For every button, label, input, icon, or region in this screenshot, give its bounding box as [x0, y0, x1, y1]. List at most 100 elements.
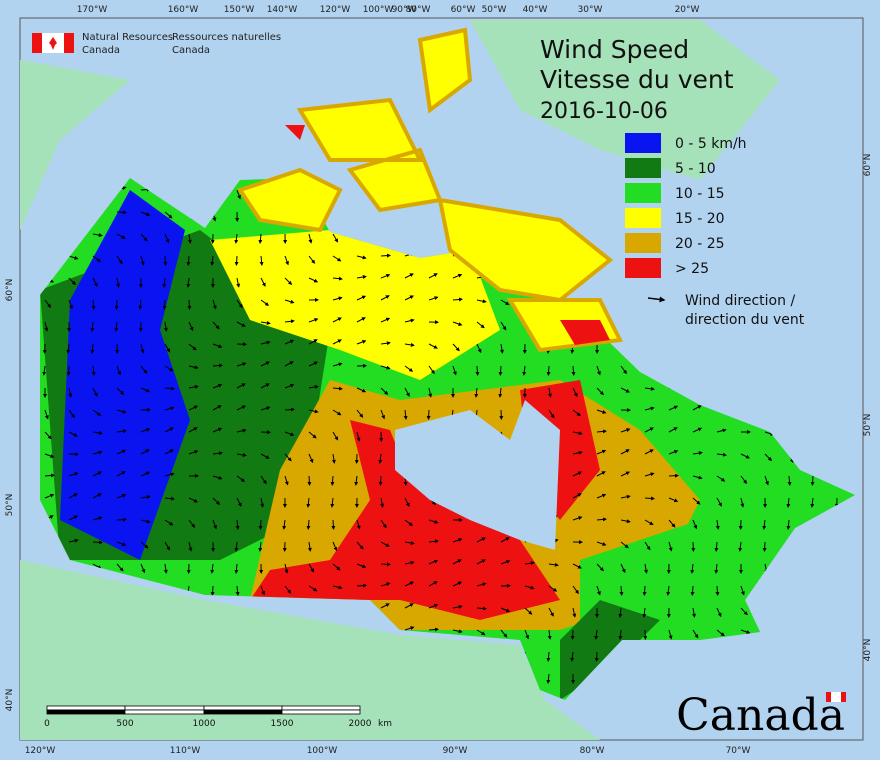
wind-arrow [356, 387, 367, 393]
wind-arrow [668, 519, 676, 528]
wind-arrow [572, 516, 583, 521]
wind-arrow [596, 449, 607, 455]
wind-arrow [234, 541, 239, 552]
wind-arrow [380, 519, 387, 529]
wind-arrow [596, 365, 601, 376]
wind-arrow [596, 585, 601, 596]
graticule-label: 50°N [863, 414, 873, 437]
wind-arrow [476, 629, 486, 636]
wind-arrow [164, 406, 175, 411]
wind-arrow [618, 629, 623, 640]
wind-arrow [572, 431, 583, 436]
wind-arrow [740, 453, 751, 459]
wind-arrow [140, 495, 151, 499]
wind-arrow [380, 295, 390, 301]
graticule-label: 170°W [77, 5, 108, 15]
wind-arrow [140, 387, 151, 393]
wind-arrow [188, 497, 199, 503]
wind-arrow [258, 541, 263, 552]
graticule-label: 50°W [482, 5, 507, 15]
wind-arrow [92, 387, 98, 397]
wind-arrow [90, 321, 95, 332]
wind-arrow [620, 563, 626, 574]
wind-arrow [164, 427, 174, 433]
wind-arrow [548, 607, 554, 617]
wind-arrow [668, 541, 673, 552]
arctic-high-wind [285, 125, 610, 345]
wind-arrow [332, 409, 342, 416]
wind-arrow [330, 497, 335, 508]
title-fr: Vitesse du vent [540, 65, 734, 94]
wind-arrow [140, 211, 151, 217]
wind-arrow [188, 405, 199, 411]
scale-segment [124, 709, 205, 715]
wind-arrow [260, 361, 270, 367]
wind-arrow [428, 273, 438, 279]
graticule-label: 90°W [392, 5, 417, 15]
wind-arrow [428, 627, 439, 632]
wind-arrow [692, 475, 703, 480]
wind-arrow [476, 582, 487, 587]
wind-arrow [284, 339, 295, 345]
wind-arrow [620, 471, 631, 477]
wind-arrow [138, 299, 143, 310]
wind-arrow [308, 277, 319, 283]
wind-arrow [92, 255, 101, 263]
wind-arrow [164, 541, 171, 551]
graticule-label: 90°W [443, 746, 468, 756]
wind-arrow [618, 607, 623, 618]
wind-arrow [452, 273, 463, 279]
wind-arrow [524, 629, 530, 640]
wind-arrow [92, 277, 98, 287]
wind-arrow [210, 585, 215, 596]
wind-arrow [68, 299, 73, 310]
wind-arrow [498, 365, 503, 376]
graticule-label: 120°W [320, 5, 351, 15]
wind-arrow [92, 430, 103, 435]
wind-arrow [522, 365, 527, 376]
wind-arrow [140, 365, 148, 374]
wind-arrow [260, 475, 267, 485]
wind-arrow [644, 472, 655, 477]
wind-arrow [44, 431, 52, 440]
flag-band [841, 692, 846, 702]
graticule-label: 60°W [451, 5, 476, 15]
wind-arrow [212, 427, 223, 433]
wind-arrow [500, 299, 510, 306]
wind-arrow [714, 541, 719, 552]
wind-arrow [308, 361, 319, 367]
wind-arrow [140, 449, 150, 455]
wind-arrow [596, 471, 606, 477]
wind-arrow [212, 451, 223, 456]
wind-arrow [715, 519, 720, 530]
wind-arrow [308, 339, 318, 345]
wind-arrow [716, 607, 722, 618]
wind-arrow [306, 497, 311, 508]
wind-arrow [546, 651, 551, 662]
graticule-label: 60°N [863, 154, 873, 177]
wind-arrow [500, 629, 508, 638]
wind-arrow [260, 321, 271, 325]
scale-unit: km [378, 719, 392, 729]
zone [580, 480, 855, 640]
wind-arrow [428, 581, 438, 587]
wind-arrow [163, 255, 168, 266]
wind-arrow [404, 318, 415, 323]
wind-arrow [68, 255, 79, 260]
wind-arrow [236, 321, 246, 327]
wind-arrow [476, 343, 482, 354]
wind-arrow [284, 255, 289, 266]
wind-arrow [234, 563, 239, 574]
wind-arrow [786, 497, 791, 508]
wind-arrow [332, 541, 338, 552]
wind-arrow [476, 537, 486, 543]
wind-arrow [380, 365, 391, 370]
wind-arrow [740, 585, 745, 596]
wind-arrow [426, 409, 431, 420]
wind-arrow [356, 317, 366, 323]
legend-swatch [625, 258, 661, 278]
wind-arrow [692, 607, 696, 618]
scale-segment [46, 705, 126, 711]
wind-arrow [620, 428, 631, 433]
wind-arrow [308, 431, 317, 439]
